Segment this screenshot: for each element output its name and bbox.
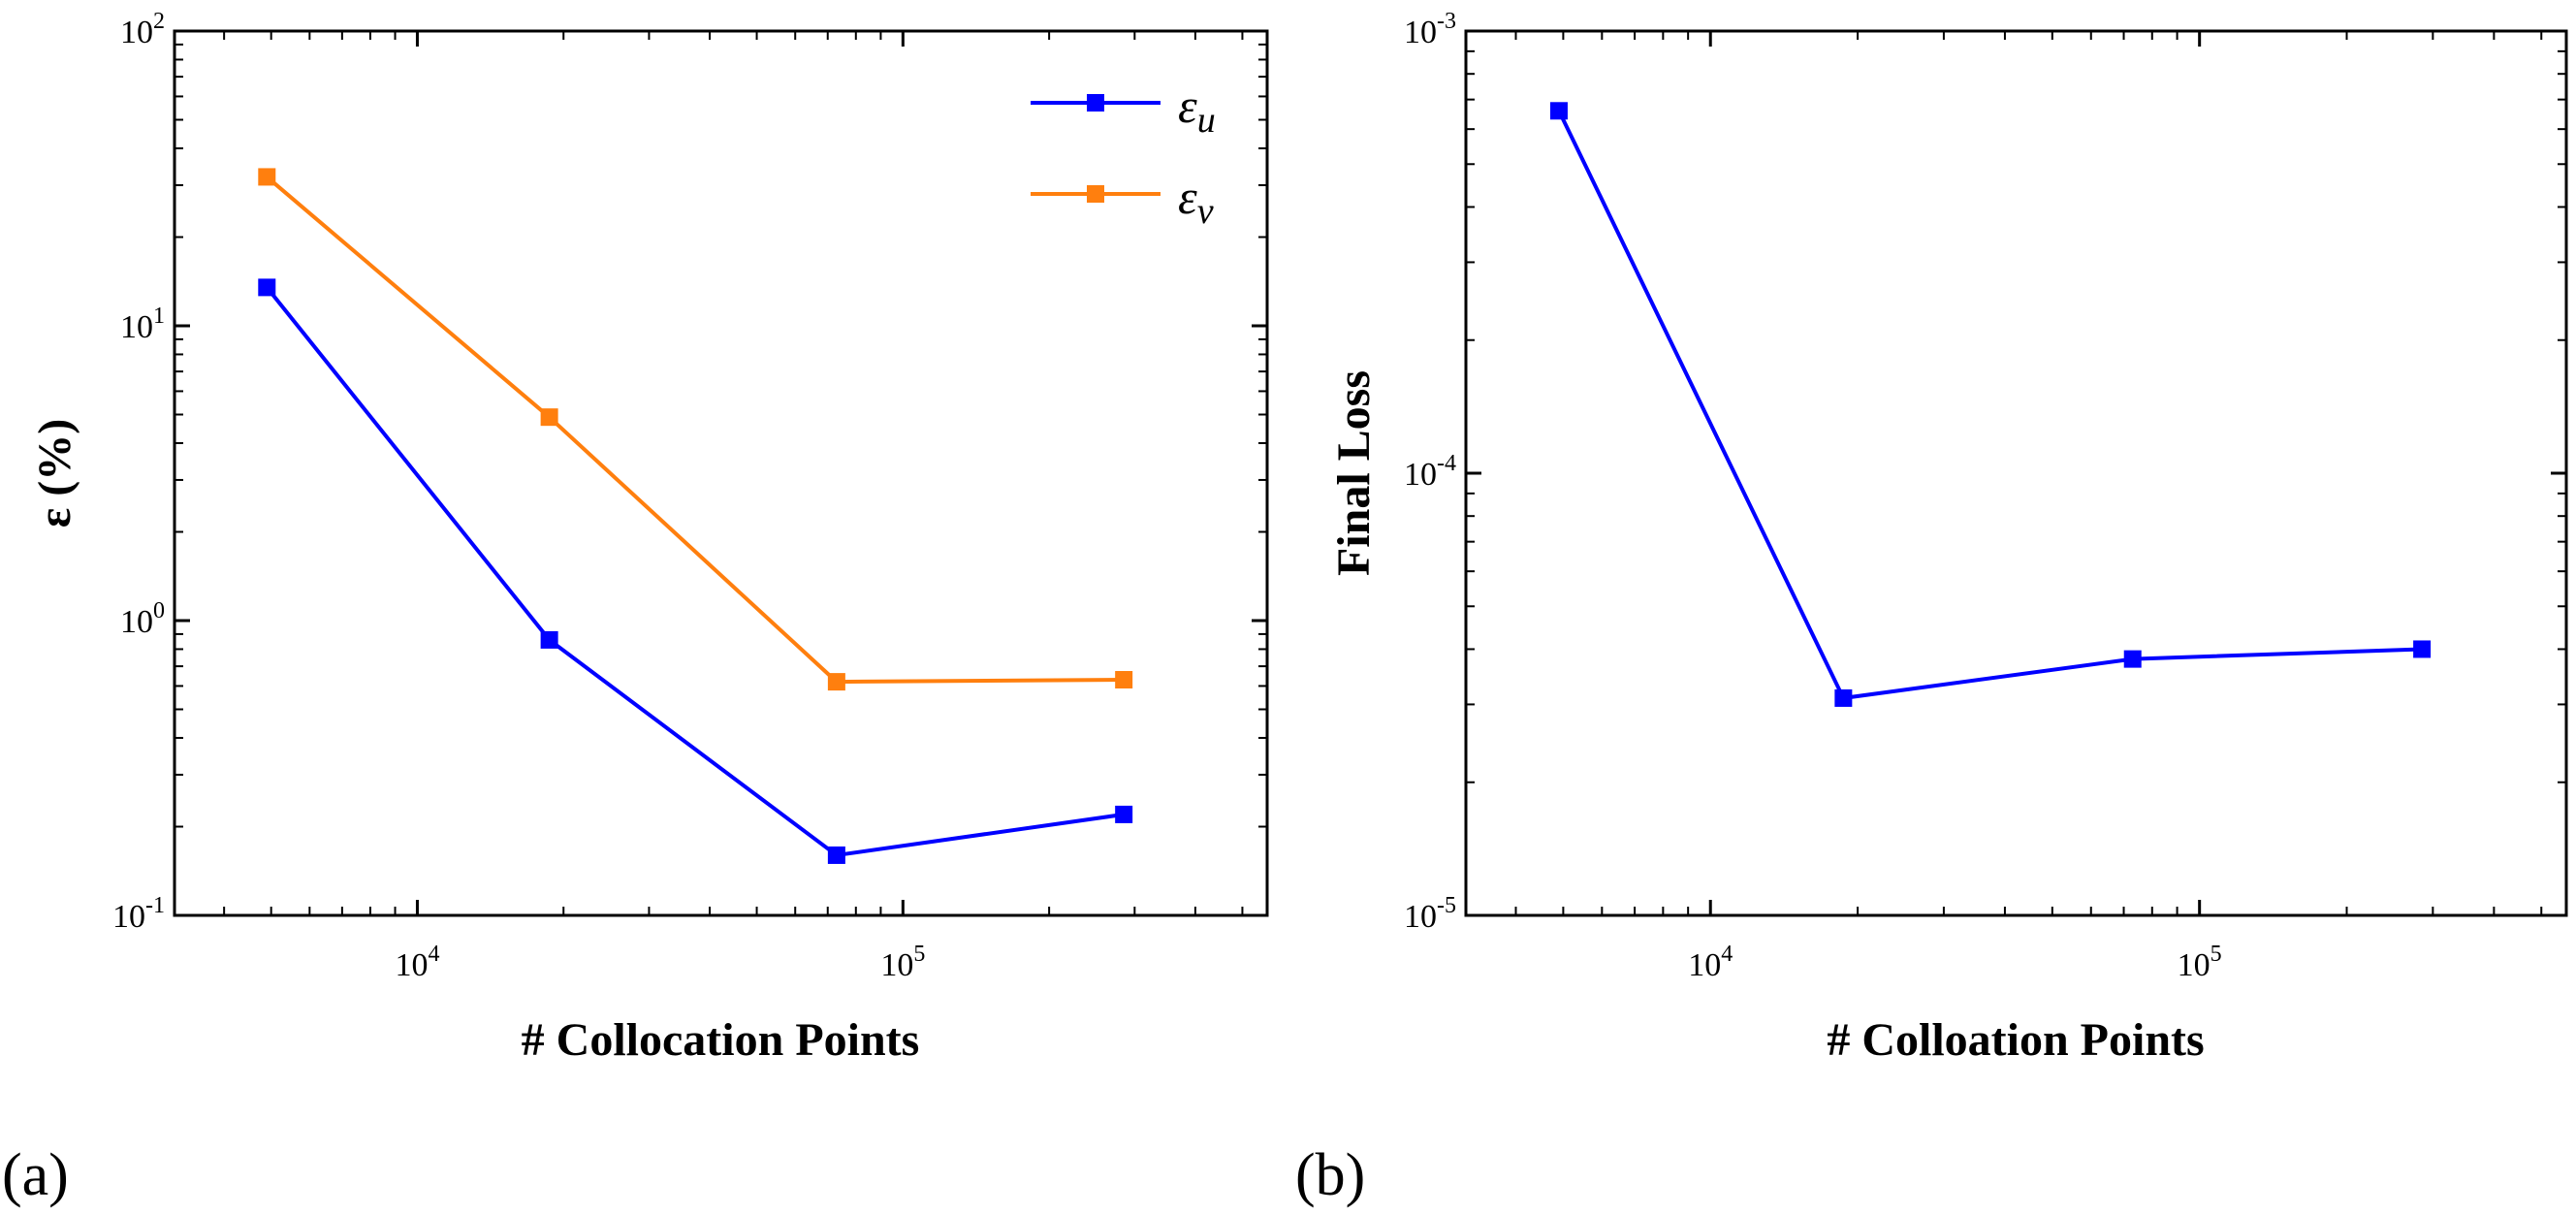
data-point-loss xyxy=(2413,640,2432,658)
data-point-v xyxy=(540,408,558,427)
data-point-v xyxy=(1115,671,1133,689)
series-lines-a xyxy=(265,175,1125,857)
data-point-v xyxy=(827,673,845,691)
panel-a: 104 105 10-1 100 101 102 εu εv # Collocation P… xyxy=(2,9,1269,1208)
tick-marks-a xyxy=(175,29,1267,917)
y-axis-title-a: ε (%) xyxy=(29,419,80,528)
series-points-b xyxy=(1549,102,2432,707)
data-point-u xyxy=(827,846,845,864)
legend-label-v: εv xyxy=(1178,170,1214,232)
y-axis-title-b: Final Loss xyxy=(1328,370,1380,576)
data-point-loss xyxy=(2123,650,2142,668)
y-tick-label: 10-3 xyxy=(1404,9,1456,50)
series-points-a xyxy=(258,168,1133,864)
data-point-loss xyxy=(1549,102,1568,120)
y-tick-label: 10-1 xyxy=(112,893,165,935)
panel-label-b: (b) xyxy=(1295,1142,1365,1208)
x-axis-title-a: # Collocation Points xyxy=(522,1014,920,1066)
data-point-v xyxy=(258,168,276,186)
tick-labels-b: 104 105 10-5 10-4 10-3 xyxy=(1404,9,2222,983)
data-point-u xyxy=(1115,805,1133,823)
legend-marker-u xyxy=(1087,94,1104,112)
panel-label-a: (a) xyxy=(2,1142,69,1208)
x-tick-label: 105 xyxy=(880,942,925,983)
legend-marker-v xyxy=(1087,185,1104,203)
series-line-loss xyxy=(1557,110,2423,700)
y-tick-label: 100 xyxy=(120,598,165,640)
y-tick-label: 10-5 xyxy=(1404,893,1456,935)
y-tick-label: 102 xyxy=(120,9,165,50)
plot-frame-b xyxy=(1464,29,2568,917)
series-line-v xyxy=(265,175,1125,685)
legend: εu εv xyxy=(1031,79,1216,232)
tick-marks-b xyxy=(1466,29,2566,917)
x-axis-title-b: # Colloation Points xyxy=(1827,1014,2204,1066)
panel-b: 104 105 10-5 10-4 10-3 # Colloation Points F… xyxy=(1295,9,2568,1208)
x-tick-label: 104 xyxy=(1688,942,1733,983)
data-point-u xyxy=(540,630,558,649)
tick-labels-a: 104 105 10-1 100 101 102 xyxy=(112,9,925,983)
plot-frame-a xyxy=(173,29,1269,917)
y-tick-label: 10-4 xyxy=(1404,451,1456,493)
y-tick-label: 101 xyxy=(120,304,165,345)
x-tick-label: 105 xyxy=(2178,942,2222,983)
legend-label-u: εu xyxy=(1178,79,1216,141)
data-point-u xyxy=(258,278,276,297)
series-lines-b xyxy=(1557,110,2423,700)
x-tick-label: 104 xyxy=(395,942,439,983)
data-point-loss xyxy=(1834,688,1853,707)
series-line-u xyxy=(265,286,1125,857)
